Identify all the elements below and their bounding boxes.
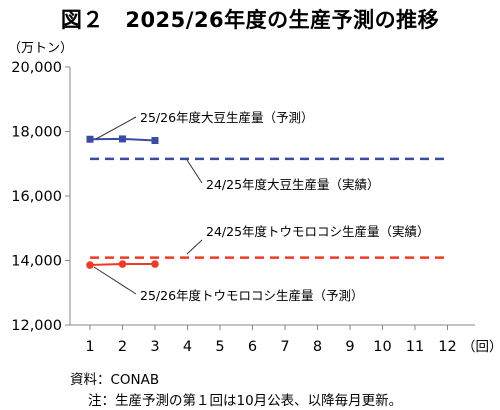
series-layer	[86, 135, 448, 269]
chart-title: 図２ 2025/26年度の生産予測の推移	[60, 8, 440, 32]
x-tick-label: 5	[215, 339, 224, 355]
series-leader-line	[95, 116, 137, 140]
y-unit-label: （万トン）	[8, 41, 73, 56]
y-tick-label: 14,000	[11, 254, 62, 270]
source-note: 資料：CONAB	[70, 372, 160, 388]
x-tick-label: 3	[150, 339, 159, 355]
series-leader-line	[186, 159, 203, 184]
series-labels: 25/26年度大豆生産量（予測） 24/25年度大豆生産量（実績） 24/25年度ト…	[93, 110, 430, 303]
x-tick-label: 11	[406, 339, 424, 355]
series-label: 24/25年度大豆生産量（実績）	[206, 177, 380, 192]
y-tick-label: 16,000	[11, 189, 62, 205]
x-tick-label: 12	[438, 339, 456, 355]
series-solid-square	[86, 135, 159, 145]
series-label: 25/26年度大豆生産量（予測）	[140, 110, 314, 125]
series-solid-circle	[86, 260, 159, 269]
x-tick-label: 10	[373, 339, 391, 355]
series-label: 24/25年度トウモロコシ生産量（実績）	[206, 224, 430, 239]
series-label: 25/26年度トウモロコシ生産量（予測）	[140, 288, 364, 303]
x-tick-label: 4	[183, 339, 192, 355]
footnote: 注：生産予測の第１回は10月公表、以降毎月更新。	[88, 393, 403, 409]
x-tick-label: 7	[280, 339, 289, 355]
y-tick-label: 12,000	[11, 318, 62, 334]
x-tick-label: 8	[313, 339, 322, 355]
series-leader-line	[93, 266, 137, 295]
x-unit-label: （回）	[462, 339, 500, 355]
data-point-square	[86, 135, 94, 143]
data-point-circle	[118, 260, 127, 268]
data-point-square	[119, 135, 126, 143]
y-tick-label: 20,000	[11, 60, 62, 76]
x-tick-label: 9	[345, 339, 354, 355]
x-tick-label: 2	[118, 339, 127, 355]
data-point-circle	[151, 260, 159, 268]
series-leader-line	[186, 239, 203, 255]
data-point-circle	[86, 261, 94, 269]
x-tick-label: 6	[248, 339, 257, 355]
y-tick-label: 18,000	[11, 125, 62, 141]
x-tick-label: 1	[85, 339, 94, 355]
data-point-square	[151, 137, 159, 145]
